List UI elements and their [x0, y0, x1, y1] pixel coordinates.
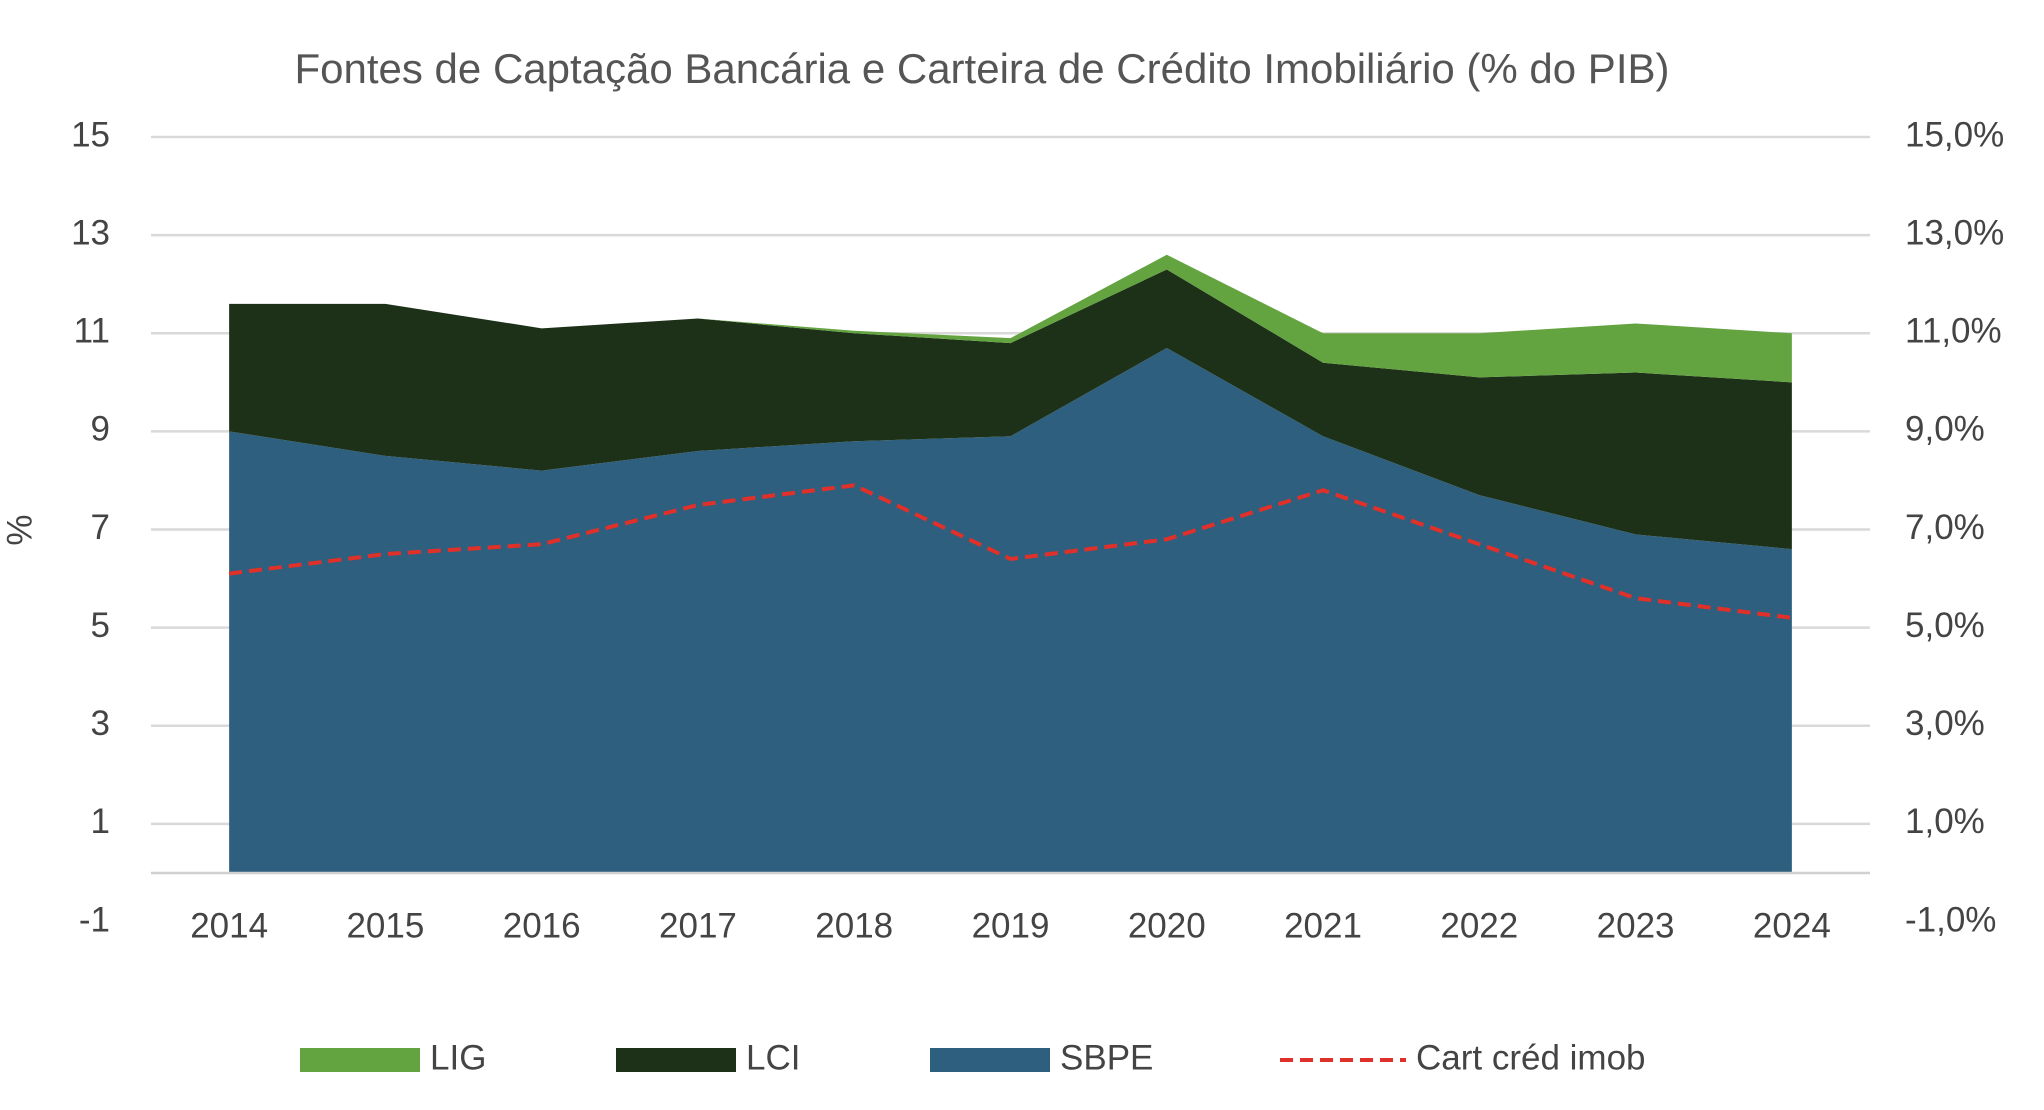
legend-label: Cart créd imob — [1416, 1038, 1646, 1077]
x-tick-label: 2024 — [1753, 906, 1831, 945]
y-tick-label: 3 — [91, 704, 110, 743]
x-tick-label: 2018 — [815, 906, 893, 945]
y-tick-label: 15 — [71, 115, 110, 154]
y2-tick-label: 9,0% — [1905, 410, 1985, 449]
y-tick-label: 1 — [91, 802, 110, 841]
legend-swatch — [300, 1048, 420, 1072]
x-tick-label: 2017 — [659, 906, 737, 945]
x-tick-label: 2019 — [972, 906, 1050, 945]
y2-tick-label: 11,0% — [1905, 312, 2002, 351]
x-tick-label: 2023 — [1597, 906, 1675, 945]
x-tick-label: 2022 — [1440, 906, 1518, 945]
x-tick-label: 2014 — [190, 906, 268, 945]
y-tick-label: 7 — [91, 508, 110, 547]
chart-title: Fontes de Captação Bancária e Carteira d… — [294, 45, 1669, 92]
y2-tick-label: 3,0% — [1905, 704, 1985, 743]
y-tick-label: -1 — [79, 900, 110, 939]
y2-tick-label: 5,0% — [1905, 606, 1985, 645]
area — [229, 347, 1792, 873]
area — [229, 269, 1792, 550]
y2-tick-label: 15,0% — [1905, 115, 2004, 154]
line — [228, 483, 1793, 620]
x-tick-label: 2021 — [1284, 906, 1362, 945]
y-tick-label: 9 — [91, 410, 110, 449]
y2-tick-label: 7,0% — [1905, 508, 1985, 547]
legend-swatch — [616, 1048, 736, 1072]
legend-label: SBPE — [1060, 1038, 1153, 1077]
legend-label: LCI — [746, 1038, 800, 1077]
x-tick-label: 2016 — [503, 906, 581, 945]
y2-tick-label: 13,0% — [1905, 213, 2004, 252]
legend-swatch — [930, 1048, 1050, 1072]
y-tick-label: 11 — [74, 312, 110, 351]
legend-label: LIG — [430, 1038, 486, 1077]
x-tick-label: 2020 — [1128, 906, 1206, 945]
x-tick-label: 2015 — [346, 906, 424, 945]
area — [229, 254, 1792, 383]
y2-tick-label: -1,0% — [1905, 900, 1996, 939]
y-axis-label: % — [0, 514, 39, 545]
y2-tick-label: 1,0% — [1905, 802, 1985, 841]
y-tick-label: 5 — [91, 606, 110, 645]
y-tick-label: 13 — [71, 213, 110, 252]
